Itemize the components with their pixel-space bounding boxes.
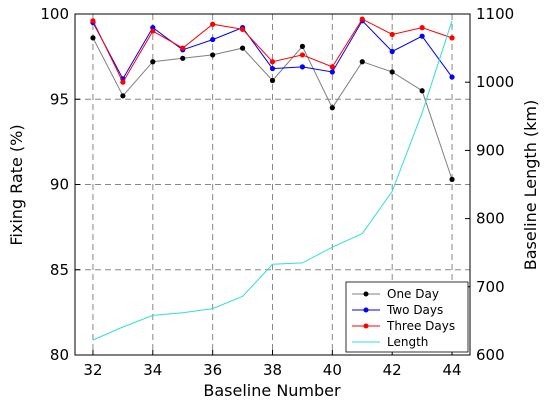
data-point-two-days [210,36,216,43]
x-tick-label: 38 [263,361,282,379]
x-tick-label: 42 [383,361,402,379]
x-tick-label: 36 [203,361,222,379]
legend-marker-one-day [363,291,369,297]
data-point-three-days [150,28,156,34]
data-point-three-days [449,35,455,41]
data-point-one-day [239,45,246,51]
y-right-tick-label: 1000 [476,73,514,91]
legend-entry-two-days: Two Days [352,303,443,317]
data-point-one-day [210,52,216,58]
data-point-one-day [389,69,395,75]
x-tick-label: 44 [442,361,461,379]
data-point-two-days [269,65,276,72]
data-point-two-days [449,74,455,80]
data-point-two-days [329,69,335,75]
data-point-three-days [239,26,246,32]
data-point-one-day [299,43,306,49]
y-right-tick-label: 800 [476,210,505,228]
y-right-tick-label: 700 [476,278,505,296]
data-point-three-days [329,64,335,70]
data-point-one-day [120,93,126,99]
axes: 32 34 36 38 40 42 44 80 85 90 95 100 600 700 800 900 100… [40,5,514,379]
y-axis-right-title: Baseline Length (km) [521,100,540,271]
y-axis-left-title: Fixing Rate (%) [7,124,26,245]
data-point-one-day [359,59,365,65]
data-point-three-days [90,18,96,24]
legend: One Day Two Days Three Days Length [345,281,469,353]
y-right-tick-label: 1100 [476,5,514,23]
legend-label-length: Length [387,335,428,349]
data-point-one-day [180,55,186,61]
legend-marker-two-days [363,307,369,313]
data-point-three-days [180,45,186,51]
data-point-one-day [269,77,276,84]
data-point-three-days [389,31,395,38]
y-left-tick-label: 95 [50,90,69,108]
series-layer [90,16,455,341]
data-point-three-days [299,52,306,58]
data-point-one-day [419,88,425,94]
legend-label-two-days: Two Days [386,303,443,317]
data-point-one-day [329,105,335,111]
data-point-two-days [389,48,395,55]
data-point-three-days [120,79,126,85]
data-point-one-day [150,59,156,65]
legend-entry-length: Length [352,335,428,349]
x-tick-label: 32 [83,361,102,379]
data-point-three-days [419,25,425,31]
x-axis-title: Baseline Number [203,381,341,400]
data-point-one-day [449,176,455,182]
y-left-tick-label: 85 [50,261,69,279]
legend-label-one-day: One Day [387,287,439,301]
legend-label-three-days: Three Days [386,319,455,333]
y-right-tick-label: 900 [476,141,505,159]
y-right-tick-label: 600 [476,346,505,364]
x-tick-label: 40 [323,361,342,379]
data-point-three-days [359,16,365,22]
series-line-length [92,20,453,341]
y-left-tick-label: 100 [40,5,69,23]
data-point-three-days [269,59,276,65]
data-point-two-days [419,33,425,39]
legend-marker-three-days [363,323,369,329]
legend-entry-three-days: Three Days [352,319,455,333]
y-left-tick-label: 90 [50,176,69,194]
x-tick-label: 34 [143,361,162,379]
data-point-two-days [299,64,306,70]
data-point-one-day [90,35,96,41]
legend-entry-one-day: One Day [352,287,439,301]
y-left-tick-label: 80 [50,346,69,364]
data-point-three-days [210,21,216,27]
